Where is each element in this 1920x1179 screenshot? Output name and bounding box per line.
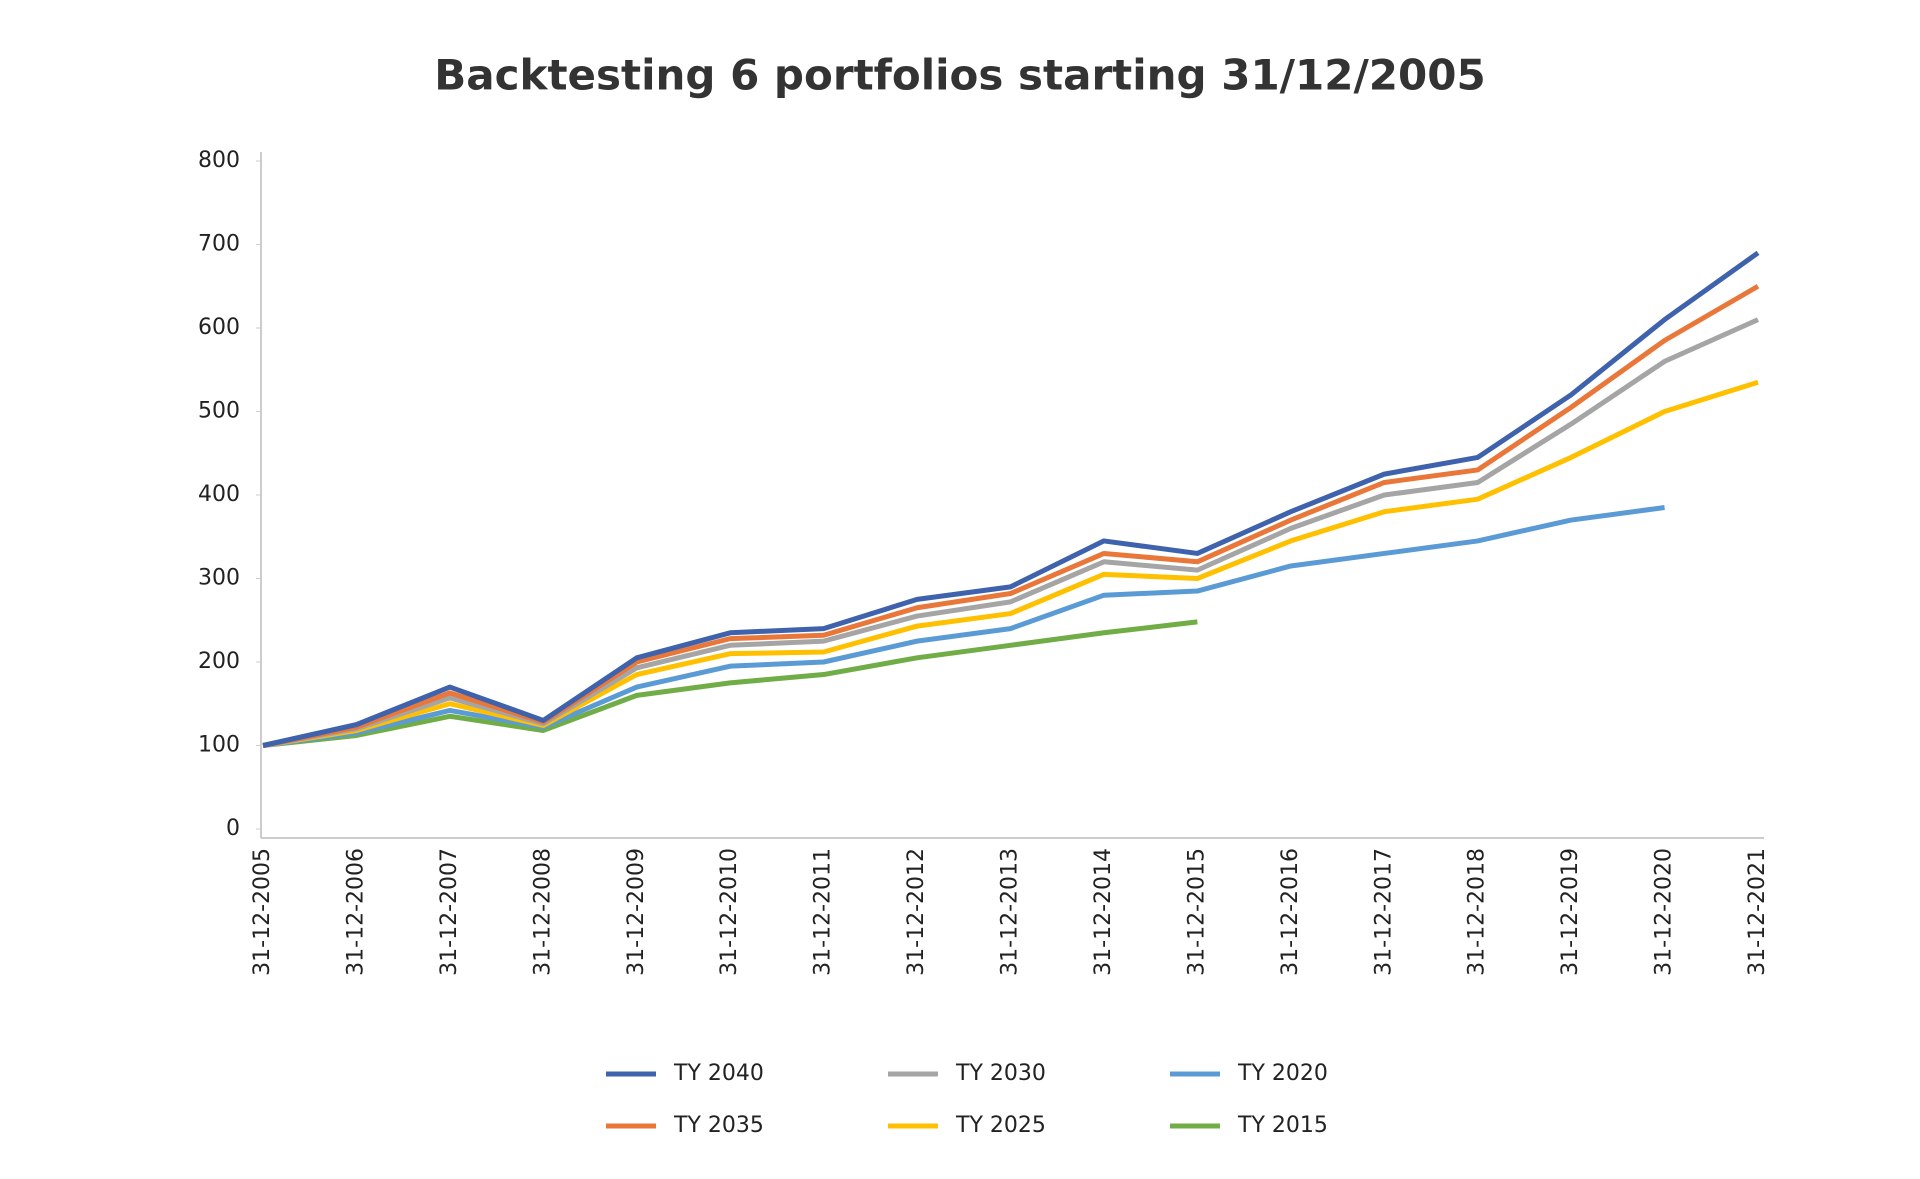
x-tick-label: 31-12-2007 (437, 848, 462, 976)
x-tick-label: 31-12-2010 (717, 848, 742, 976)
series-line (262, 505, 1665, 748)
series-line (262, 250, 1760, 748)
y-tick-label: 0 (226, 816, 240, 841)
series-line (262, 317, 1760, 748)
x-tick-label: 31-12-2021 (1745, 848, 1770, 976)
x-tick-label: 31-12-2016 (1278, 848, 1303, 976)
x-tick-label: 31-12-2012 (904, 848, 929, 976)
series-line (262, 619, 1198, 748)
legend-label: TY 2025 (955, 1113, 1046, 1138)
legend-label: TY 2030 (955, 1061, 1046, 1086)
x-tick-label: 31-12-2019 (1558, 848, 1583, 976)
x-tick-label: 31-12-2014 (1091, 848, 1116, 976)
legend-label: TY 2020 (1237, 1061, 1328, 1086)
y-tick-label: 500 (198, 399, 240, 424)
y-tick-label: 800 (198, 148, 240, 173)
x-tick-label: 31-12-2009 (624, 848, 649, 976)
x-tick-label: 31-12-2008 (530, 848, 555, 976)
y-tick-label: 700 (198, 232, 240, 257)
chart-title: Backtesting 6 portfolios starting 31/12/… (434, 51, 1485, 100)
y-tick-label: 200 (198, 649, 240, 674)
y-tick-label: 600 (198, 315, 240, 340)
x-tick-label: 31-12-2017 (1371, 848, 1396, 976)
x-tick-label: 31-12-2015 (1184, 848, 1209, 976)
y-tick-label: 400 (198, 482, 240, 507)
x-tick-label: 31-12-2011 (811, 848, 836, 976)
legend-label: TY 2040 (673, 1061, 764, 1086)
series-line (262, 379, 1759, 748)
x-tick-label: 31-12-2020 (1652, 848, 1677, 976)
x-tick-label: 31-12-2006 (343, 848, 368, 976)
x-tick-label: 31-12-2005 (250, 848, 275, 976)
x-tick-label: 31-12-2018 (1465, 848, 1490, 976)
legend-label: TY 2015 (1237, 1113, 1328, 1138)
y-tick-label: 300 (198, 566, 240, 591)
y-tick-label: 100 (198, 733, 240, 758)
x-tick-label: 31-12-2013 (998, 848, 1023, 976)
series-line (262, 284, 1760, 748)
legend-label: TY 2035 (673, 1113, 764, 1138)
